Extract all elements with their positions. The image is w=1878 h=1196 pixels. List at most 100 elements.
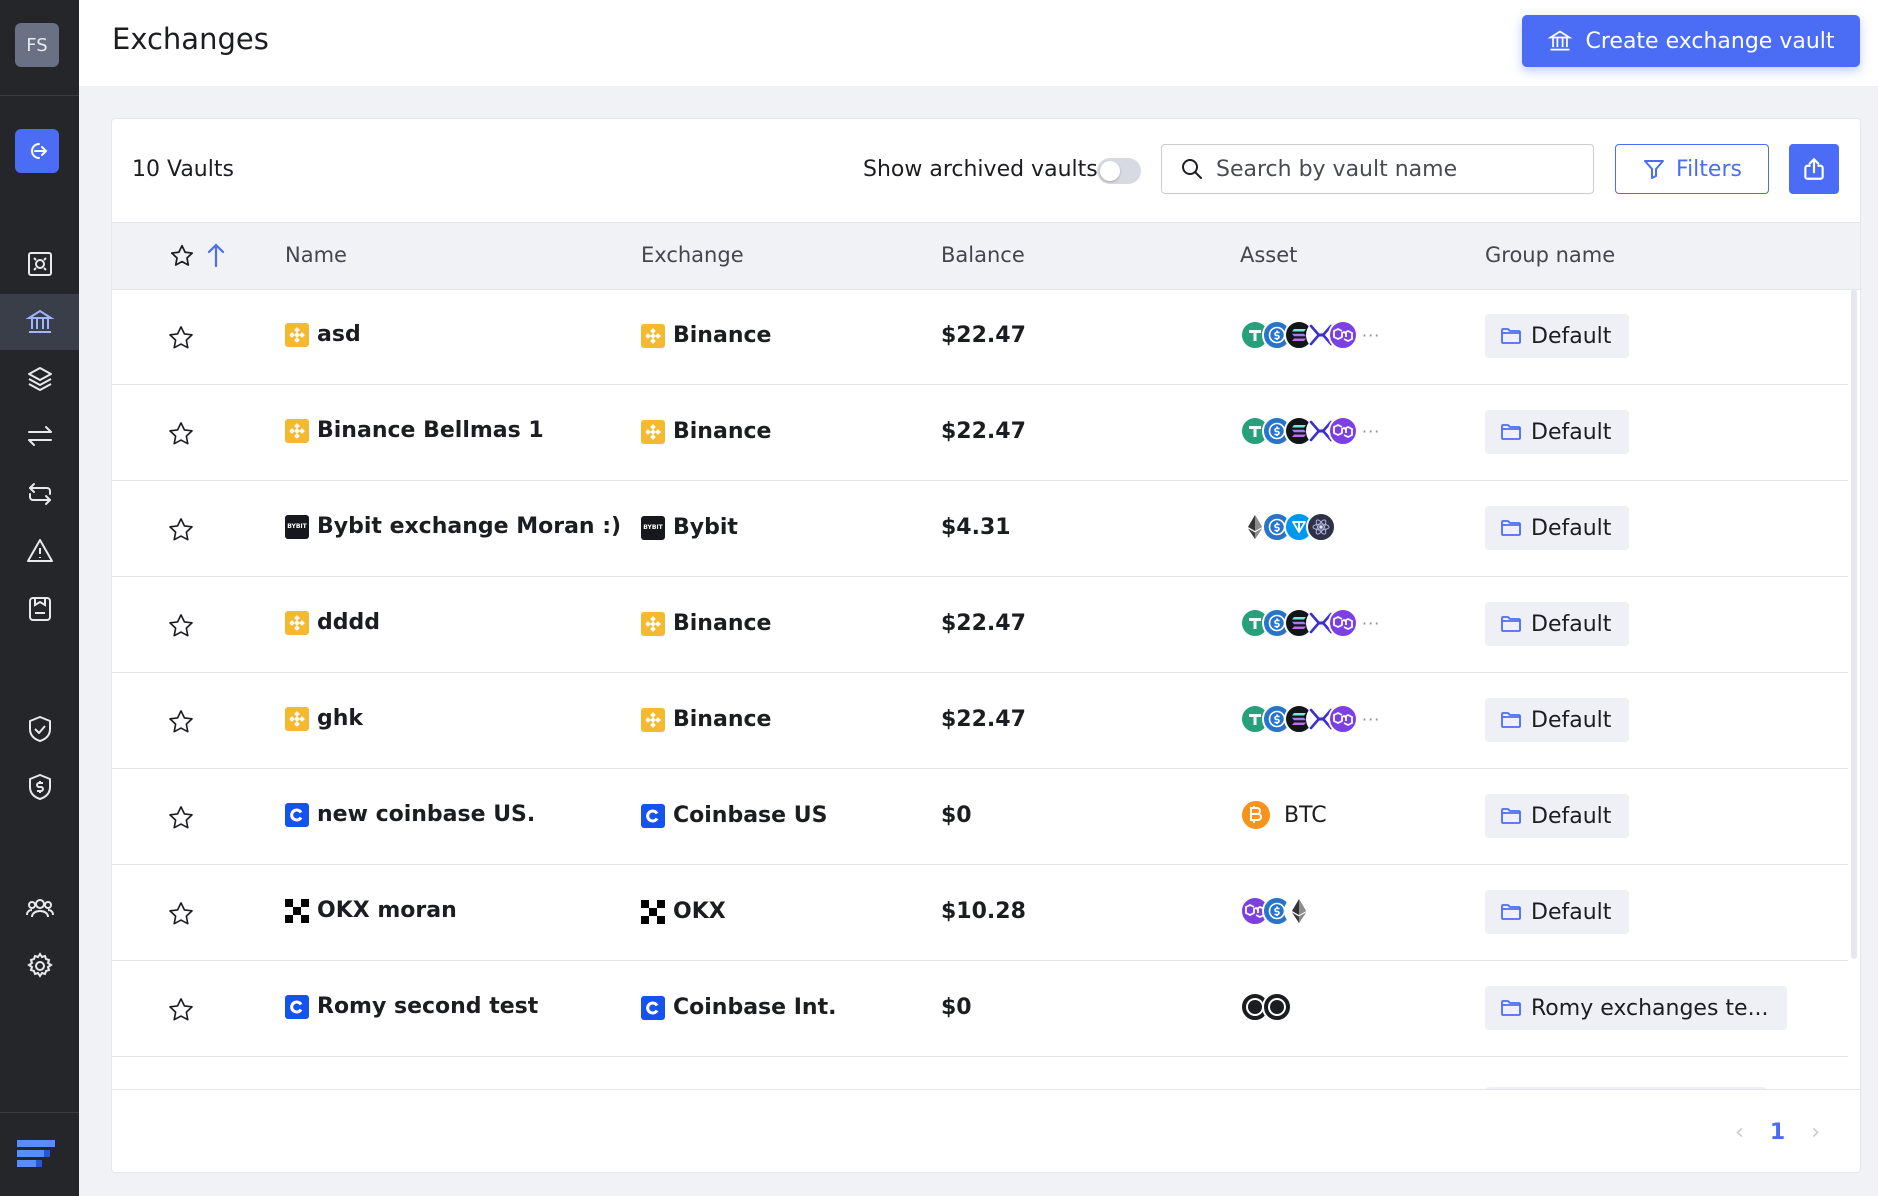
star-icon <box>169 998 193 1021</box>
group-badge[interactable]: Default <box>1485 314 1630 358</box>
group-badge[interactable]: Default <box>1485 698 1630 742</box>
btc-icon <box>1240 799 1272 831</box>
exchange-cell: Binance <box>641 419 771 444</box>
table-row[interactable]: dddd Binance $22.47 ··· Default <box>112 577 1848 673</box>
sidebar-item-layers[interactable] <box>0 351 79 407</box>
favorite-button[interactable] <box>167 996 195 1028</box>
exchange-name: Binance <box>673 419 772 444</box>
search-input[interactable] <box>1214 155 1578 183</box>
asset-stack: ··· <box>1240 607 1380 639</box>
asset-stack <box>1240 991 1292 1023</box>
scrollbar[interactable] <box>1851 289 1857 959</box>
search-box[interactable] <box>1161 144 1594 194</box>
table-row[interactable]: new coinbase US. Coinbase US $0 BTC Default <box>112 769 1848 865</box>
favorite-button[interactable] <box>167 708 195 740</box>
token-icon <box>1262 992 1292 1022</box>
asset-stack: BTC <box>1240 799 1327 831</box>
table-row[interactable]: OKX moran OKX $10.28 Default <box>112 865 1848 961</box>
next-page-button[interactable]: › <box>1811 1120 1820 1145</box>
binance-icon <box>285 322 309 347</box>
group-badge[interactable]: Default <box>1485 602 1630 646</box>
okx-icon <box>641 899 665 924</box>
vault-name[interactable]: ghk <box>285 706 363 731</box>
sidebar-item-treasury[interactable] <box>0 759 79 815</box>
table-row[interactable]: Romy second test Coinbase Int. $0 Romy exch… <box>112 961 1848 1057</box>
table-row[interactable]: asd Binance $22.47 ··· Default <box>112 289 1848 385</box>
binance-icon <box>285 610 309 635</box>
avatar[interactable]: FS <box>15 23 59 67</box>
group-badge[interactable]: Default <box>1485 410 1630 454</box>
star-icon <box>169 422 193 445</box>
atom-icon <box>1306 512 1336 542</box>
favorite-button[interactable] <box>167 612 195 644</box>
bank-icon <box>1547 30 1573 51</box>
filters-button[interactable]: Filters <box>1615 144 1769 194</box>
column-header-group[interactable]: Group name <box>1485 243 1616 267</box>
sidebar-exit-button[interactable] <box>15 129 59 173</box>
vault-name[interactable]: new coinbase US. <box>285 802 535 827</box>
sidebar-item-reports[interactable] <box>0 581 79 637</box>
toggle-knob <box>1100 161 1120 181</box>
prev-page-button[interactable]: ‹ <box>1735 1120 1744 1145</box>
vault-name[interactable]: dddd <box>285 610 380 635</box>
sidebar-item-repeat[interactable] <box>0 466 79 522</box>
group-badge[interactable]: Default <box>1485 794 1630 838</box>
group-name: Default <box>1531 419 1612 445</box>
table-row[interactable]: BYBIT Bybit exchange Moran :) BYBIT Bybit $4… <box>112 481 1848 577</box>
favorite-button[interactable] <box>167 324 195 356</box>
sidebar-item-users[interactable] <box>0 880 79 936</box>
star-icon <box>169 326 193 349</box>
vault-count: 10 Vaults <box>132 157 234 182</box>
binance-icon <box>641 707 665 732</box>
transfer-icon <box>27 426 52 446</box>
page-title: Exchanges <box>112 22 269 56</box>
star-icon <box>169 518 193 541</box>
favorite-button[interactable] <box>167 420 195 452</box>
vault-name[interactable]: asd <box>285 322 361 347</box>
favorite-button[interactable] <box>167 900 195 932</box>
group-name: Default <box>1531 707 1612 733</box>
folder-icon <box>1501 424 1521 440</box>
sidebar-divider <box>0 1112 79 1113</box>
table-row[interactable]: Binance Bellmas 1 Binance $22.47 ··· Default <box>112 385 1848 481</box>
table-row[interactable]: ghk Binance $22.47 ··· Default <box>112 673 1848 769</box>
vault-name[interactable]: OKX moran <box>285 898 457 923</box>
column-header-name[interactable]: Name <box>285 243 347 267</box>
sidebar-item-policy[interactable] <box>0 701 79 757</box>
sort-ascending-icon[interactable] <box>204 241 228 269</box>
balance-value: $0 <box>941 995 972 1020</box>
create-exchange-vault-button[interactable]: Create exchange vault <box>1522 15 1860 67</box>
star-icon[interactable] <box>169 243 195 269</box>
report-icon <box>28 597 51 621</box>
sidebar-item-exchanges[interactable] <box>0 294 79 350</box>
column-header-balance[interactable]: Balance <box>941 243 1025 267</box>
exit-icon <box>31 143 48 159</box>
vault-name[interactable]: Binance Bellmas 1 <box>285 418 544 443</box>
current-page[interactable]: 1 <box>1769 1120 1786 1145</box>
sidebar-item-alerts[interactable] <box>0 523 79 579</box>
export-button[interactable] <box>1789 144 1839 194</box>
group-badge[interactable]: Default <box>1485 890 1630 934</box>
vault-name[interactable]: Romy second test <box>285 994 538 1019</box>
column-header-exchange[interactable]: Exchange <box>641 243 744 267</box>
favorite-button[interactable] <box>167 804 195 836</box>
vaults-card: 10 Vaults Show archived vaults Filters N… <box>111 118 1861 1173</box>
bybit-icon: BYBIT <box>285 514 309 539</box>
group-badge[interactable]: Romy exchanges te... <box>1485 986 1787 1030</box>
sidebar-item-transfers[interactable] <box>0 408 79 464</box>
more-assets-indicator: ··· <box>1362 421 1381 441</box>
sidebar-item-settings[interactable] <box>0 938 79 994</box>
fireblocks-logo-icon <box>17 1140 55 1167</box>
sidebar-item-vaults[interactable] <box>0 236 79 292</box>
archived-toggle[interactable] <box>1097 158 1141 184</box>
column-header-asset[interactable]: Asset <box>1240 243 1298 267</box>
star-icon <box>169 806 193 829</box>
group-name: Default <box>1531 611 1612 637</box>
favorite-button[interactable] <box>167 516 195 548</box>
vault-name[interactable]: BYBIT Bybit exchange Moran :) <box>285 514 621 539</box>
balance-value: $22.47 <box>941 419 1026 444</box>
more-assets-indicator: ··· <box>1362 613 1381 633</box>
group-badge[interactable]: Default <box>1485 506 1630 550</box>
vault-name-text: new coinbase US. <box>317 802 536 827</box>
vault-name-text: Romy second test <box>317 994 539 1019</box>
